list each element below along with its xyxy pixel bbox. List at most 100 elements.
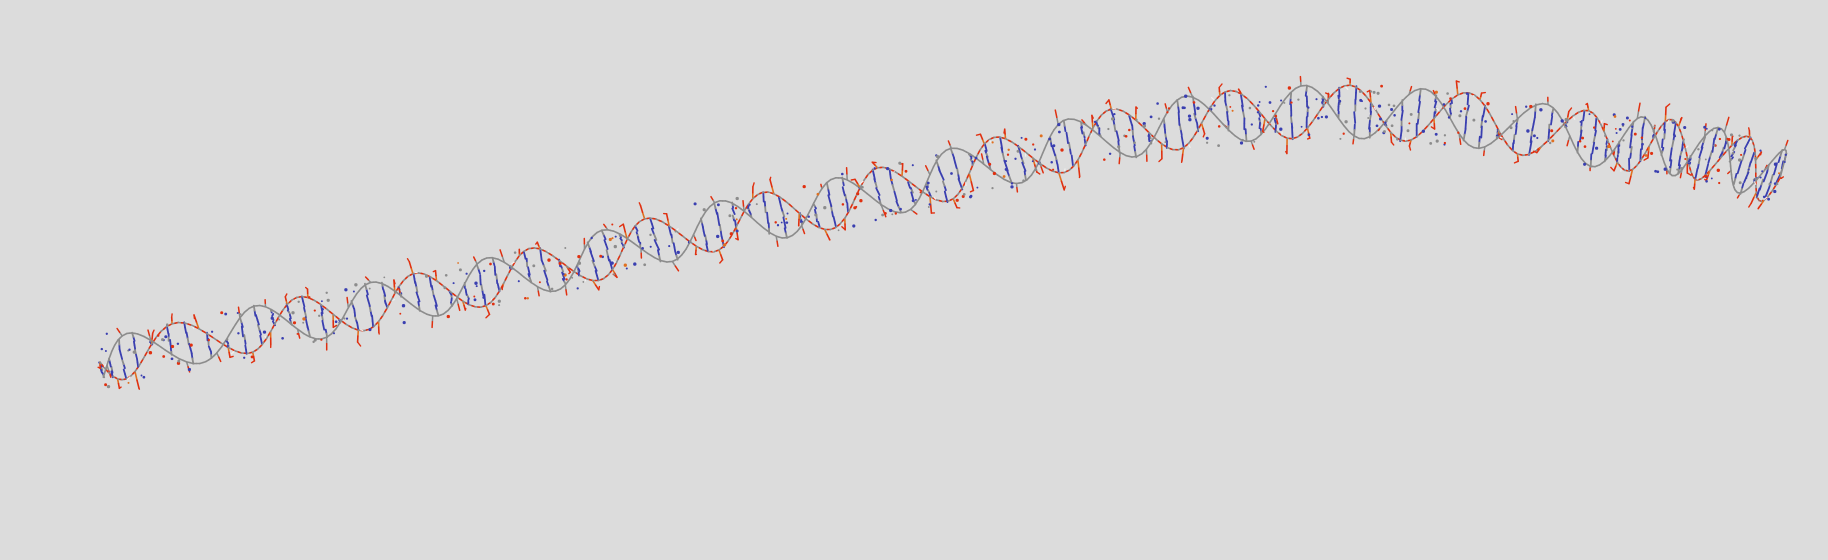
atom-node — [1458, 114, 1462, 118]
atom-node — [1135, 118, 1138, 121]
bond-stick — [229, 355, 234, 358]
atom-node — [526, 297, 529, 300]
bond-stick — [1779, 165, 1784, 179]
atom-node — [1369, 90, 1373, 93]
atom-node — [497, 299, 501, 303]
bond-stick — [415, 286, 419, 294]
bond-stick — [1202, 127, 1206, 135]
atom-node — [491, 302, 495, 306]
atom-node — [291, 311, 295, 315]
atom-node — [1393, 114, 1396, 117]
atom-node — [177, 359, 181, 363]
bond-stick — [1465, 110, 1469, 118]
atom-node — [927, 206, 930, 208]
bond-stick — [304, 316, 308, 324]
atom-node — [1680, 166, 1684, 171]
atom-node — [716, 234, 720, 239]
bond-stick — [1134, 150, 1138, 159]
atom-node — [105, 332, 108, 335]
bond-stick — [1164, 103, 1168, 109]
bond-stick — [1078, 167, 1081, 178]
bond-stick — [710, 195, 714, 201]
bond-stick — [271, 312, 275, 316]
bond-stick — [304, 311, 308, 319]
bond-stick — [1251, 144, 1255, 150]
bond-stick — [783, 221, 787, 229]
bond-stick — [406, 258, 410, 263]
atom-node — [1650, 151, 1654, 155]
atom-node — [236, 312, 239, 314]
bond-stick — [653, 233, 658, 241]
bond-stick — [1610, 166, 1615, 172]
bond-stick — [486, 309, 491, 316]
bond-stick — [1377, 128, 1381, 132]
atom-node — [132, 350, 136, 354]
bond-stick — [980, 153, 984, 160]
bond-stick — [894, 195, 898, 202]
bond-stick — [151, 332, 154, 340]
bond-stick — [1321, 98, 1325, 102]
atom-node — [1449, 97, 1452, 100]
bond-stick — [1605, 140, 1608, 146]
atom-node — [1644, 116, 1647, 120]
bond-stick — [186, 337, 190, 346]
bond-stick — [911, 194, 914, 200]
atom-node — [189, 343, 193, 347]
bond-stick — [1711, 144, 1715, 153]
bond-stick — [121, 359, 125, 366]
bond-stick — [1568, 107, 1573, 113]
atom-node — [458, 268, 462, 272]
atom-node — [1731, 151, 1735, 155]
atom-node — [1205, 136, 1209, 140]
bond-stick — [240, 325, 244, 333]
atom-node — [1727, 137, 1731, 142]
bond-stick — [841, 225, 846, 231]
bond-stick — [669, 229, 672, 236]
atom-node — [1108, 152, 1112, 156]
atom-node — [1711, 129, 1714, 132]
bond-stick — [828, 199, 833, 208]
atom-node — [914, 198, 917, 201]
atom-node — [1539, 108, 1543, 112]
atom-node — [326, 298, 330, 302]
atom-node — [1248, 106, 1252, 110]
atom-node — [1052, 144, 1056, 148]
atom-node — [1768, 182, 1772, 186]
atom-node — [1156, 102, 1159, 105]
bond-stick — [1733, 141, 1737, 147]
bond-stick — [1700, 141, 1705, 149]
atom-node — [1376, 91, 1380, 95]
atom-node — [1529, 104, 1533, 109]
atom-node — [321, 300, 323, 303]
bond-stick — [769, 178, 773, 188]
atom-node — [1778, 172, 1780, 175]
bond-stick — [286, 305, 290, 311]
bond-stick — [1058, 172, 1063, 183]
bond-stick — [1741, 154, 1745, 162]
bond-stick — [1245, 133, 1248, 142]
bond-stick — [650, 227, 655, 236]
atom-node — [1268, 101, 1272, 104]
atom-node — [1375, 124, 1379, 128]
bond-stick — [1671, 139, 1675, 148]
atom-node — [1653, 125, 1656, 128]
bond-stick — [1003, 159, 1007, 167]
atom-node — [571, 276, 574, 279]
atom-node — [1022, 179, 1025, 183]
bond-stick — [528, 270, 531, 276]
bond-stick — [191, 357, 195, 365]
bond-stick — [297, 332, 301, 339]
atom-node — [1684, 157, 1687, 161]
atom-node — [1656, 170, 1660, 174]
atom-node — [928, 203, 931, 206]
bond-stick — [322, 324, 326, 331]
bond-stick — [528, 276, 533, 283]
atom-node — [1315, 98, 1318, 101]
atom-node — [1300, 125, 1303, 128]
bond-stick — [827, 187, 831, 196]
bond-stick — [1018, 149, 1022, 156]
bond-stick — [1750, 156, 1754, 164]
atom-node — [1446, 92, 1449, 95]
atom-node — [424, 274, 429, 278]
